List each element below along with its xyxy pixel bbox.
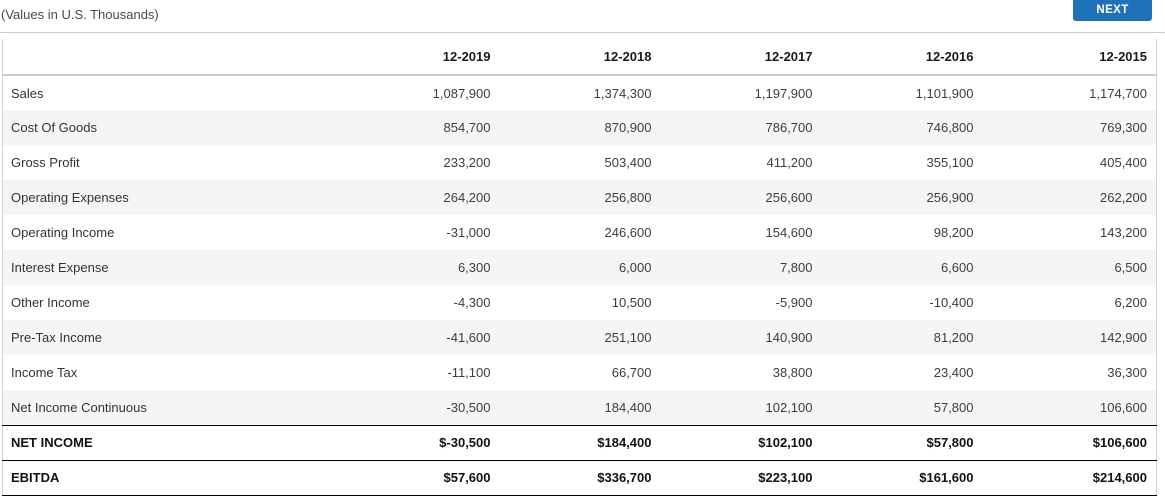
cell-value: 503,400 (604, 155, 652, 170)
table-row: Operating Expenses 264,200 256,800 256,600 2… (2, 180, 1157, 215)
cell-value: 1,174,700 (1089, 85, 1147, 101)
cell-value: 98,200 (933, 225, 974, 240)
cell-value: 246,600 (604, 225, 652, 240)
cell-value: $-30,500 (439, 435, 491, 450)
cell-value: 106,600 (1100, 399, 1147, 415)
cell-value: -30,500 (446, 399, 491, 415)
row-label: Interest Expense (11, 260, 109, 275)
cell-value: 870,900 (604, 120, 652, 135)
table-header: 12-2019 12-2018 12-2017 12-2016 12-2015 (2, 39, 1157, 76)
cell-value: 81,200 (933, 330, 974, 345)
table-row: Cost Of Goods 854,700 870,900 786,700 746,80… (2, 110, 1157, 145)
top-bar: (Values in U.S. Thousands) NEXT (0, 0, 1165, 33)
row-label: Operating Income (11, 225, 115, 240)
cell-value: $161,600 (919, 470, 974, 485)
financials-table: 12-2019 12-2018 12-2017 12-2016 12-2015 Sale… (2, 39, 1157, 496)
cell-value: -31,000 (446, 225, 491, 240)
table-row: Net Income Continuous -30,500 184,400 102,1… (2, 390, 1157, 425)
cell-value: 66,700 (611, 365, 652, 380)
next-button[interactable]: NEXT (1073, 0, 1152, 21)
table-row: Sales 1,087,900 1,374,300 1,197,900 1,101,90… (3, 75, 1157, 110)
cell-value: 256,900 (926, 190, 974, 205)
cell-value: 1,374,300 (593, 85, 652, 101)
cell-value: -10,400 (929, 295, 974, 310)
row-label: Net Income Continuous (11, 399, 147, 415)
cell-value: 6,200 (1114, 295, 1147, 310)
cell-value: 6,300 (457, 260, 491, 275)
cell-value: 57,800 (933, 399, 974, 415)
cell-value: 256,600 (765, 190, 813, 205)
column-header: 12-2015 (982, 39, 1157, 76)
cell-value: $336,700 (597, 470, 652, 485)
table-body: Sales 1,087,900 1,374,300 1,197,900 1,101,90… (2, 75, 1157, 495)
table-row: Operating Income -31,000 246,600 154,600 98,… (3, 215, 1157, 250)
cell-value: -41,600 (446, 330, 491, 345)
cell-value: 6,500 (1114, 260, 1147, 275)
cell-value: 36,300 (1107, 365, 1147, 380)
header-row: 12-2019 12-2018 12-2017 12-2016 12-2015 (2, 39, 1157, 76)
cell-value: 405,400 (1100, 155, 1147, 170)
column-header: 12-2018 (499, 39, 661, 76)
summary-row: NET INCOME $-30,500 $184,400 $102,100 $57,80… (2, 425, 1157, 460)
cell-value: 7,800 (779, 260, 813, 275)
cell-value: 142,900 (1100, 330, 1147, 345)
cell-value: 1,197,900 (754, 85, 813, 101)
cell-value: 233,200 (443, 155, 491, 170)
cell-value: 10,500 (611, 295, 652, 310)
cell-value: -11,100 (447, 365, 491, 380)
table-row: Interest Expense 6,300 6,000 7,800 6,600 6,50… (2, 250, 1157, 285)
row-label: NET INCOME (11, 435, 93, 450)
table-row: Gross Profit 233,200 503,400 411,200 355,100… (3, 145, 1157, 180)
cell-value: 184,400 (604, 399, 652, 415)
table-row: Pre-Tax Income -41,600 251,100 140,900 81,20… (2, 320, 1157, 355)
cell-value: 6,600 (940, 260, 974, 275)
cell-value: 1,087,900 (432, 85, 491, 101)
cell-value: 355,100 (926, 155, 974, 170)
cell-value: $102,100 (758, 435, 813, 450)
cell-value: $106,600 (1092, 435, 1147, 450)
cell-value: $214,600 (1092, 470, 1147, 485)
cell-value: 256,800 (604, 190, 652, 205)
cell-value: $223,100 (758, 470, 813, 485)
table-row: Other Income -4,300 10,500 -5,900 -10,400 6,2… (3, 285, 1157, 320)
column-header: 12-2016 (821, 39, 983, 76)
row-label: Income Tax (11, 365, 78, 380)
cell-value: 143,200 (1100, 225, 1147, 240)
row-label: EBITDA (11, 470, 60, 485)
cell-value: 786,700 (765, 120, 813, 135)
cell-value: $57,600 (443, 470, 491, 485)
row-label: Other Income (11, 295, 90, 310)
table-row: Income Tax -11,100 66,700 38,800 23,400 36,30… (3, 355, 1157, 390)
cell-value: 251,100 (604, 330, 652, 345)
cell-value: $184,400 (597, 435, 652, 450)
cell-value: 854,700 (443, 120, 491, 135)
row-label: Gross Profit (11, 155, 80, 170)
cell-value: 769,300 (1100, 120, 1147, 135)
cell-value: 154,600 (765, 225, 813, 240)
cell-value: 140,900 (765, 330, 813, 345)
values-unit-label: (Values in U.S. Thousands) (1, 7, 159, 22)
row-label: Cost Of Goods (11, 120, 97, 135)
cell-value: 102,100 (765, 399, 813, 415)
cell-value: 23,400 (933, 365, 974, 380)
cell-value: -5,900 (775, 295, 813, 310)
column-header: 12-2019 (338, 39, 500, 76)
column-header: 12-2017 (660, 39, 822, 76)
cell-value: 746,800 (926, 120, 974, 135)
cell-value: $57,800 (926, 435, 974, 450)
cell-value: 6,000 (618, 260, 652, 275)
cell-value: 411,200 (766, 155, 813, 170)
cell-value: 38,800 (772, 365, 813, 380)
header-spacer (2, 39, 339, 76)
cell-value: 1,101,900 (915, 85, 974, 101)
cell-value: 262,200 (1100, 190, 1147, 205)
row-label: Pre-Tax Income (11, 330, 103, 345)
cell-value: -4,300 (453, 295, 491, 310)
row-label: Operating Expenses (11, 190, 129, 205)
summary-row: EBITDA $57,600 $336,700 $223,100 $161,600 $21… (2, 460, 1157, 495)
row-label: Sales (11, 85, 44, 101)
cell-value: 264,200 (443, 190, 491, 205)
